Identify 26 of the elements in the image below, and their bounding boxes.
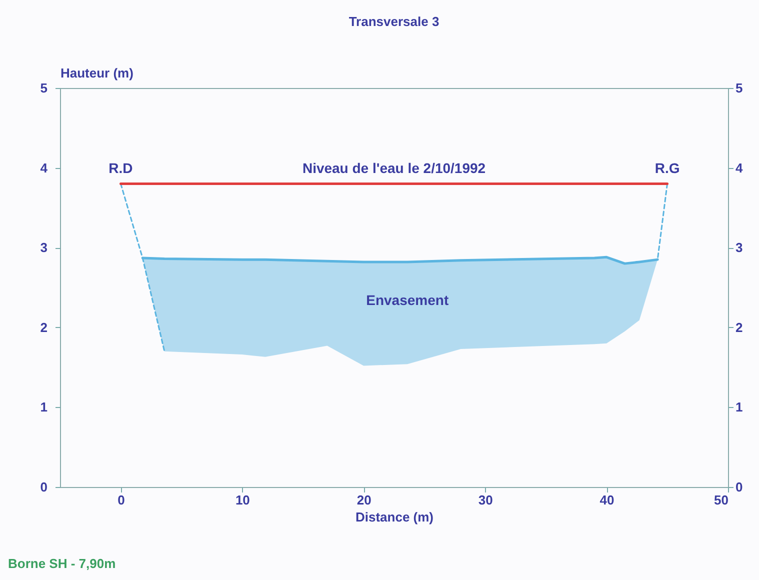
annotation: Envasement	[366, 292, 449, 308]
annotation: Niveau de l'eau le 2/10/1992	[302, 160, 486, 176]
text: Borne SH - 7,90m	[8, 556, 116, 571]
x-axis-title: Distance (m)	[355, 510, 434, 524]
y-tick-label: 0	[40, 480, 48, 494]
y2-tick-label: 4	[736, 160, 744, 176]
x-tick-label: 10	[235, 492, 250, 508]
y-tick-label: 3	[40, 240, 48, 256]
y-tick-label: 5	[40, 80, 48, 96]
y-tick-label: 2	[40, 320, 48, 335]
annotation: R.D	[108, 160, 133, 176]
x-tick-label: 50	[714, 492, 728, 508]
x-tick-label: 0	[118, 492, 125, 508]
y2-tick-label: 0	[736, 480, 743, 494]
y2-tick-label: 2	[736, 320, 743, 335]
y2-tick-label: 5	[736, 80, 743, 96]
annotation: R.G	[654, 160, 680, 176]
y2-tick-label: 3	[736, 240, 743, 256]
y-axis-title: Hauteur (m)	[60, 66, 134, 80]
y-tick-label: 1	[40, 400, 48, 415]
y2-tick-label: 1	[736, 400, 743, 415]
y-tick-label: 4	[40, 160, 48, 176]
chart-title: Transversale 3	[348, 14, 440, 29]
x-tick-label: 30	[478, 492, 493, 508]
x-tick-label: 20	[356, 492, 372, 508]
x-tick-label: 40	[600, 492, 614, 508]
